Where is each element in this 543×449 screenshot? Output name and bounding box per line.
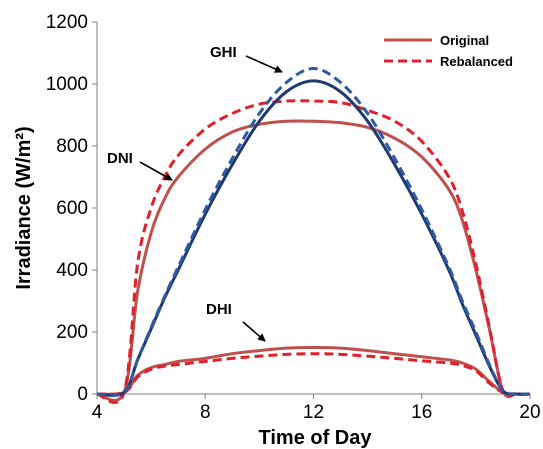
y-tick-label: 0	[77, 384, 88, 405]
legend-label-rebalanced: Rebalanced	[440, 54, 513, 69]
annotation-dhi: DHI	[206, 301, 232, 318]
y-tick-label: 1200	[46, 12, 88, 33]
annotation-ghi-arrow	[245, 55, 283, 73]
x-tick-label: 12	[303, 402, 324, 423]
annotation-dni-arrow	[139, 161, 173, 181]
y-axis-title: Irradiance (W/m²)	[13, 126, 35, 289]
series-line-ghi-rebalanced	[96, 67, 531, 397]
annotation-dni: DNI	[107, 150, 133, 167]
series-line-dni-original	[96, 119, 531, 402]
x-tick-label: 20	[519, 402, 540, 423]
x-tick-label: 16	[411, 402, 432, 423]
x-tick-label: 8	[200, 402, 211, 423]
x-axis-ticks: 4 8 12 16 20	[92, 394, 541, 423]
y-axis-ticks: 0 200 400 600 800 1000 1200	[46, 12, 97, 405]
series-line-dni-rebalanced	[96, 99, 531, 404]
annotations: GHI DNI DHI	[107, 44, 283, 342]
series-layer	[96, 67, 531, 404]
annotation-ghi: GHI	[210, 44, 237, 61]
legend-label-original: Original	[440, 33, 489, 48]
y-tick-label: 200	[56, 322, 88, 343]
y-tick-label: 400	[56, 260, 88, 281]
x-axis-title: Time of Day	[259, 427, 373, 449]
x-tick-label: 4	[92, 402, 103, 423]
y-tick-label: 600	[56, 198, 88, 219]
series-line-dhi-rebalanced	[96, 352, 531, 396]
legend: Original Rebalanced	[384, 33, 513, 69]
annotation-dhi-arrow	[242, 321, 266, 342]
y-tick-label: 800	[56, 136, 88, 157]
y-tick-label: 1000	[46, 74, 88, 95]
